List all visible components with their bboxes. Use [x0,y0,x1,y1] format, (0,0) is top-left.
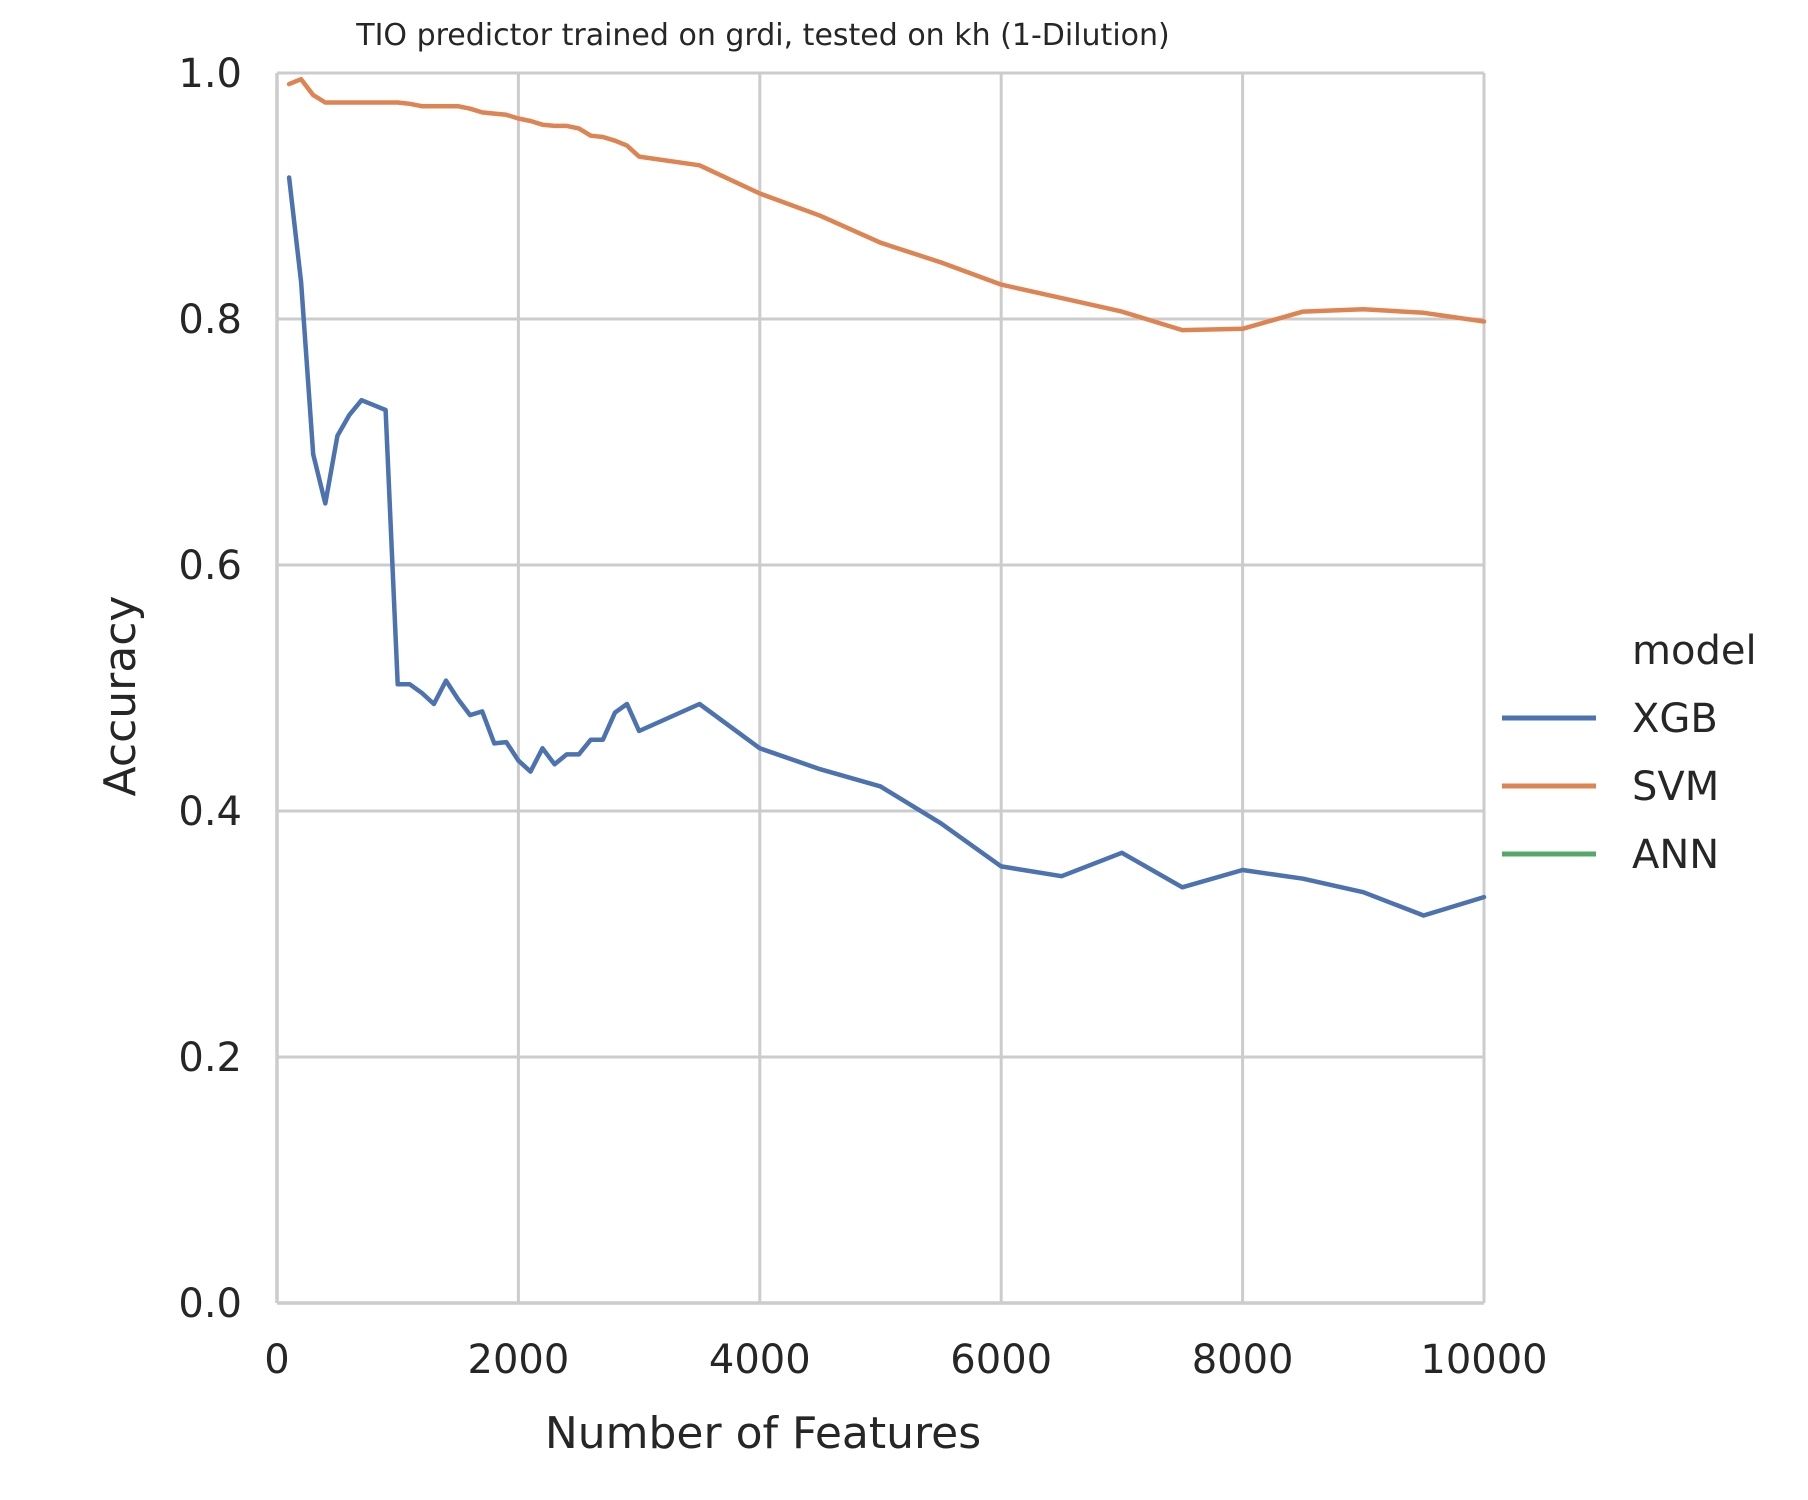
x-axis-ticks: 0 2000 4000 6000 8000 10000 [264,1337,1547,1383]
x-tick-label: 0 [264,1337,289,1383]
grid [275,71,1486,1305]
legend-item-ann: ANN [1502,832,1719,878]
y-tick-label: 0.2 [178,1035,242,1081]
y-tick-label: 0.8 [178,297,242,343]
x-tick-label: 10000 [1420,1337,1547,1383]
legend-title: model [1632,628,1757,674]
chart-title: TIO predictor trained on grdi, tested on… [355,18,1169,53]
y-axis-label: Accuracy [95,596,146,797]
y-tick-label: 0.0 [178,1281,242,1327]
series-line-svm [286,76,1487,333]
series-layer [286,76,1487,918]
axes-spines [275,73,1484,1305]
y-axis-ticks: 0.0 0.2 0.4 0.6 0.8 1.0 [178,51,242,1327]
legend-item-xgb: XGB [1502,696,1718,742]
legend-label: SVM [1632,764,1719,810]
legend-label: ANN [1632,832,1719,878]
legend-label: XGB [1632,696,1718,742]
x-tick-label: 2000 [468,1337,570,1383]
legend: model XGB SVM ANN [1502,628,1757,878]
y-tick-label: 0.6 [178,543,242,589]
legend-item-svm: SVM [1502,764,1719,810]
x-tick-label: 8000 [1192,1337,1294,1383]
x-tick-label: 4000 [709,1337,811,1383]
y-tick-label: 0.4 [178,789,242,835]
x-tick-label: 6000 [950,1337,1052,1383]
x-axis-label: Number of Features [545,1408,981,1459]
y-tick-label: 1.0 [178,51,242,97]
series-line-xgb [286,175,1487,918]
